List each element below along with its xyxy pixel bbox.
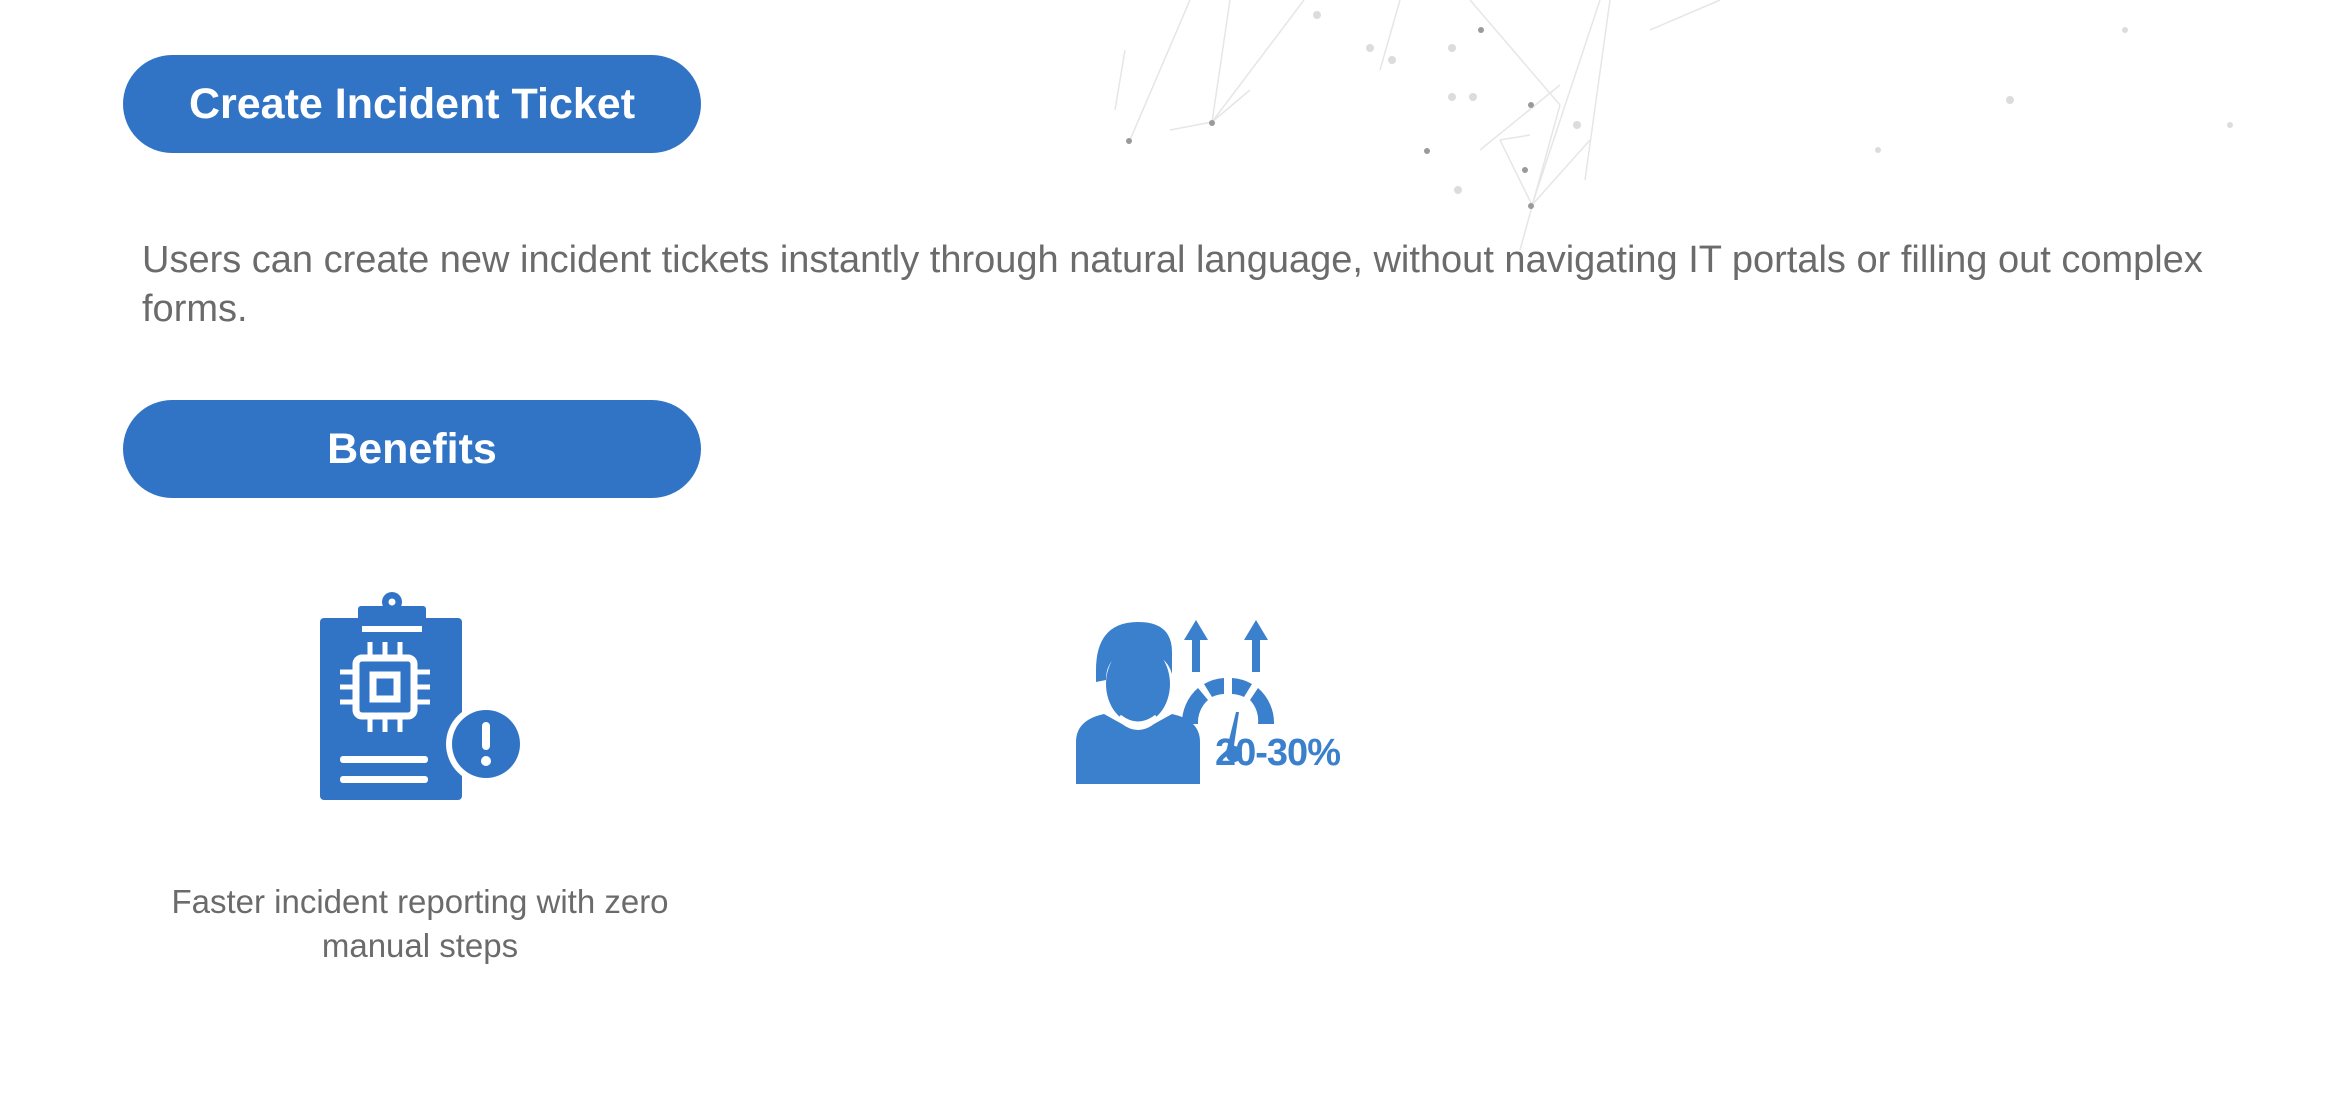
user-gauge-graphic — [1076, 620, 1275, 784]
benefits-title-pill: Benefits — [123, 400, 701, 498]
feature-description: Users can create new incident tickets in… — [142, 239, 2203, 330]
user-productivity-gauge-icon: 20-30% — [1076, 612, 1366, 784]
benefits-title: Benefits — [327, 424, 497, 473]
clipboard-chip-alert-icon — [320, 592, 526, 800]
productivity-badge: 20-30% — [1215, 732, 1341, 774]
benefit-caption: Faster incident reporting with zero manu… — [171, 883, 669, 964]
feature-title: Create Incident Ticket — [188, 79, 636, 128]
feature-title-pill: Create Incident Ticket — [123, 55, 701, 153]
